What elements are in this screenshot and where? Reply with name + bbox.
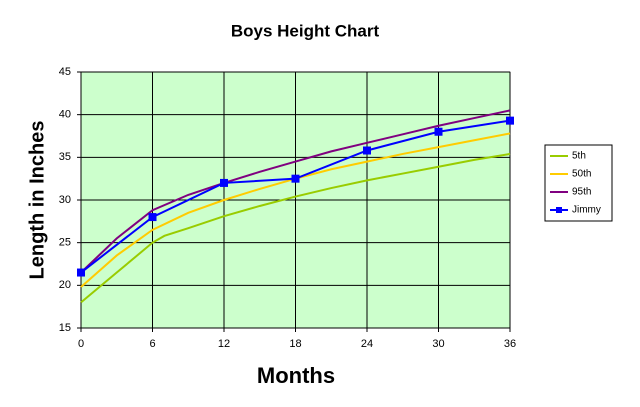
legend-label: 5th [572,151,586,162]
x-tick-label: 24 [361,338,373,350]
x-tick-label: 0 [78,338,84,350]
series-marker [148,213,157,222]
x-tick-label: 36 [504,338,516,350]
series-marker [363,146,371,155]
x-tick-label: 30 [432,338,444,350]
x-axis-label: Months [257,363,335,388]
series-marker [291,174,300,183]
y-tick-label: 20 [59,279,71,291]
y-tick-label: 15 [59,322,71,334]
series-marker [506,116,514,125]
y-tick-label: 40 [59,109,71,121]
legend-marker [556,207,562,213]
y-tick-label: 25 [59,237,71,249]
series-line [80,152,511,304]
x-tick-label: 12 [218,338,230,350]
y-tick-label: 45 [59,66,71,78]
legend-label: 50th [572,169,591,180]
series-marker [434,127,443,136]
x-tick-label: 6 [149,338,155,350]
legend-label: 95th [572,187,591,198]
y-tick-label: 30 [59,194,71,206]
y-tick-label: 35 [59,151,71,163]
x-tick-label: 18 [289,338,301,350]
chart-title: Boys Height Chart [231,21,380,40]
series-marker [220,178,228,187]
y-axis-label: Length in Inches [26,121,48,280]
legend-label: Jimmy [572,205,601,216]
series-line [80,109,511,274]
series-marker [77,268,85,277]
